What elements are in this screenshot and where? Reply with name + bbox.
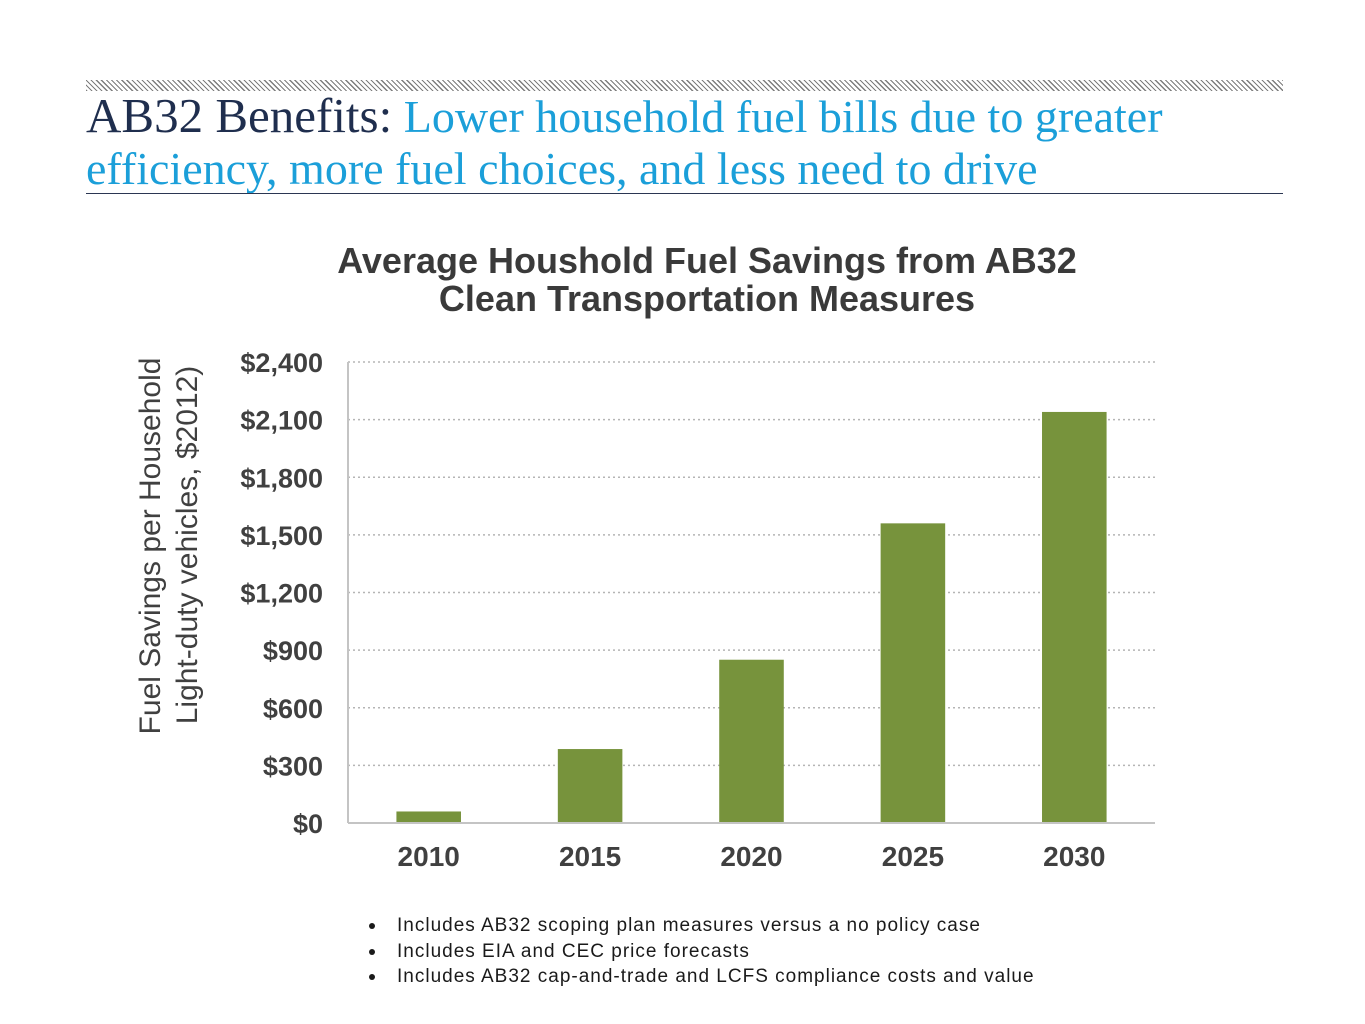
- title-lead: AB32 Benefits:: [86, 88, 393, 143]
- bar-2015: [557, 749, 623, 823]
- y-tick-label: $1,800: [240, 463, 323, 493]
- title-highlight: Lower household fuel bills due to greate…: [86, 91, 1163, 194]
- bar-2030: [1042, 411, 1107, 823]
- bars: [396, 411, 1107, 823]
- bar-2010: [396, 811, 461, 823]
- x-tick-label: 2015: [559, 841, 621, 872]
- y-axis-label-line-1: Fuel Savings per Household: [134, 358, 167, 735]
- title-highlight-line-2: efficiency, more fuel choices, and less …: [86, 143, 1038, 194]
- notes-list: Includes AB32 scoping plan measures vers…: [360, 913, 1035, 990]
- chart-title-line-2: Clean Transportation Measures: [439, 278, 975, 319]
- bar-2020: [719, 659, 784, 823]
- y-axis-label-line-2: Light-duty vehicles, $2012): [171, 366, 204, 725]
- y-tick-label: $1,500: [240, 521, 323, 551]
- note-text: Includes AB32 cap-and-trade and LCFS com…: [397, 966, 1035, 987]
- note-text: Includes AB32 scoping plan measures vers…: [397, 915, 981, 936]
- x-tick-label: 2030: [1043, 841, 1105, 872]
- x-tick-labels: 2010 2015 2020 2025 2030: [398, 841, 1106, 872]
- title-underline-rule: [86, 193, 1283, 194]
- bullet-marker: [369, 974, 375, 980]
- y-tick-label: $300: [263, 751, 323, 781]
- slide-title: AB32 Benefits: Lower household fuel bill…: [86, 90, 1283, 195]
- y-tick-label: $1,200: [240, 579, 323, 609]
- y-tick-label: $600: [263, 694, 323, 724]
- bar-chart: Average Houshold Fuel Savings from AB32 …: [134, 240, 1155, 872]
- bullet-marker: [369, 923, 375, 929]
- chart-title-line-1: Average Houshold Fuel Savings from AB32: [337, 240, 1077, 281]
- note-item: Includes AB32 scoping plan measures vers…: [360, 913, 1035, 939]
- y-tick-label: $2,400: [240, 348, 323, 378]
- header-hatch-band: [86, 80, 1283, 91]
- x-tick-label: 2010: [398, 841, 460, 872]
- bullet-marker: [369, 948, 375, 955]
- title-highlight-line-1: Lower household fuel bills due to greate…: [403, 91, 1163, 142]
- note-item: Includes AB32 cap-and-trade and LCFS com…: [360, 964, 1035, 990]
- bar-2025: [880, 523, 946, 823]
- axes: [347, 362, 1155, 824]
- y-tick-label: $0: [293, 809, 323, 839]
- y-tick-labels: $0 $300 $600 $900 $1,200 $1,500 $1,800 $2,100 $2…: [240, 348, 323, 839]
- x-tick-label: 2025: [882, 841, 944, 872]
- y-tick-label: $900: [263, 636, 323, 666]
- note-item: Includes EIA and CEC price forecasts: [360, 939, 1035, 965]
- y-tick-label: $2,100: [240, 406, 323, 436]
- x-tick-label: 2020: [720, 841, 782, 872]
- note-text: Includes EIA and CEC price forecasts: [397, 940, 750, 962]
